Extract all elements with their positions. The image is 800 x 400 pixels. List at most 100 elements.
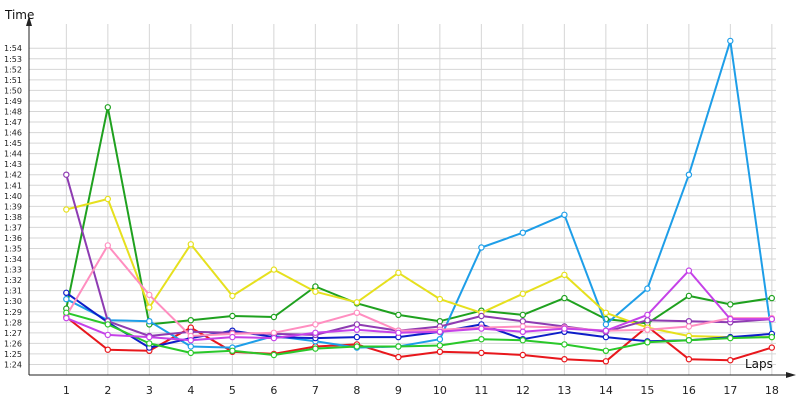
y-tick-label: 1:51 bbox=[4, 76, 22, 85]
data-point bbox=[436, 295, 444, 303]
y-tick-label: 1:54 bbox=[4, 44, 22, 53]
data-point bbox=[644, 326, 651, 333]
y-tick-label: 1:45 bbox=[4, 139, 22, 148]
data-point bbox=[602, 321, 610, 328]
x-tick-label: 12 bbox=[516, 384, 530, 397]
y-tick-label: 1:30 bbox=[4, 297, 22, 306]
data-point bbox=[63, 289, 70, 296]
x-tick-label: 3 bbox=[146, 384, 153, 397]
y-tick-label: 1:50 bbox=[4, 86, 22, 95]
data-point bbox=[768, 294, 776, 302]
data-point bbox=[436, 318, 444, 325]
series-line bbox=[65, 174, 772, 337]
y-tick-label: 1:32 bbox=[4, 276, 22, 285]
data-point bbox=[270, 351, 278, 359]
data-point bbox=[146, 340, 153, 347]
data-point bbox=[104, 321, 112, 328]
x-tick-label: 11 bbox=[474, 384, 488, 397]
data-point bbox=[104, 195, 112, 203]
data-point bbox=[727, 357, 734, 364]
data-point bbox=[353, 343, 361, 350]
data-point bbox=[146, 333, 153, 341]
x-tick-label: 6 bbox=[270, 384, 277, 397]
data-point bbox=[395, 329, 402, 336]
data-point bbox=[685, 292, 693, 300]
data-point bbox=[312, 283, 319, 290]
data-point bbox=[63, 295, 70, 303]
data-point bbox=[519, 318, 527, 325]
data-point bbox=[602, 309, 610, 316]
data-point bbox=[768, 344, 776, 351]
data-point bbox=[561, 325, 568, 332]
y-tick-label: 1:43 bbox=[4, 160, 22, 169]
y-tick-label: 1:49 bbox=[4, 97, 22, 106]
data-point bbox=[519, 351, 527, 359]
data-point bbox=[353, 326, 361, 333]
data-point bbox=[519, 311, 527, 319]
x-tick-label: 4 bbox=[187, 384, 194, 397]
y-tick-label: 1:52 bbox=[4, 65, 22, 74]
x-tick-label: 10 bbox=[433, 384, 447, 397]
data-point bbox=[395, 269, 402, 276]
data-point bbox=[395, 343, 402, 350]
data-point bbox=[561, 294, 568, 302]
series-line bbox=[65, 39, 773, 349]
data-point bbox=[727, 334, 734, 342]
y-axis-tick-labels: 1:241:25 1:261:27 1:281:29 1:301:31 1:321:33… bbox=[4, 44, 22, 369]
data-point bbox=[561, 341, 568, 348]
data-point bbox=[561, 271, 568, 279]
data-point bbox=[104, 242, 112, 249]
data-point bbox=[63, 309, 70, 316]
y-tick-label: 1:31 bbox=[4, 287, 22, 296]
data-point bbox=[146, 318, 153, 325]
data-point bbox=[104, 104, 112, 111]
data-point bbox=[644, 317, 651, 324]
y-tick-label: 1:48 bbox=[4, 107, 22, 116]
x-tick-label: 5 bbox=[229, 384, 236, 397]
y-tick-label: 1:26 bbox=[4, 339, 22, 348]
x-axis-arrow bbox=[786, 372, 796, 378]
y-tick-label: 1:24 bbox=[4, 360, 22, 369]
data-point bbox=[644, 285, 651, 292]
y-axis-title: Time bbox=[4, 8, 34, 22]
data-point bbox=[104, 346, 112, 353]
data-point bbox=[519, 337, 527, 344]
series-9 bbox=[63, 267, 776, 344]
series-6 bbox=[63, 171, 776, 340]
y-tick-label: 1:41 bbox=[4, 181, 22, 190]
data-point bbox=[561, 211, 568, 218]
x-tick-label: 15 bbox=[640, 384, 654, 397]
data-point bbox=[312, 321, 319, 328]
y-tick-label: 1:34 bbox=[4, 255, 22, 264]
data-point bbox=[229, 347, 236, 354]
data-point bbox=[478, 336, 485, 343]
y-tick-label: 1:38 bbox=[4, 213, 22, 222]
data-point bbox=[519, 290, 527, 297]
x-tick-label: 17 bbox=[723, 384, 737, 397]
x-axis-tick-labels: 1 2 3 4 5 6 7 8 9 10 11 12 13 14 15 16 17 18 bbox=[63, 384, 779, 397]
data-point bbox=[685, 318, 693, 325]
data-point bbox=[561, 356, 568, 363]
data-point bbox=[353, 309, 361, 316]
data-point bbox=[519, 229, 527, 236]
x-tick-label: 7 bbox=[312, 384, 319, 397]
x-tick-label: 13 bbox=[557, 384, 571, 397]
data-point bbox=[312, 288, 319, 295]
data-point bbox=[270, 329, 278, 336]
x-tick-label: 1 bbox=[63, 384, 70, 397]
data-point bbox=[353, 321, 361, 328]
data-point bbox=[602, 347, 610, 354]
data-point bbox=[104, 331, 112, 339]
data-point bbox=[436, 336, 444, 343]
data-point bbox=[727, 315, 734, 323]
data-point bbox=[768, 333, 776, 341]
y-tick-label: 1:29 bbox=[4, 308, 22, 317]
axes bbox=[26, 16, 796, 378]
data-point bbox=[229, 292, 236, 300]
data-point bbox=[602, 333, 610, 341]
data-point bbox=[519, 328, 527, 335]
data-point bbox=[63, 314, 70, 322]
y-tick-label: 1:35 bbox=[4, 245, 22, 254]
data-point bbox=[270, 266, 278, 273]
